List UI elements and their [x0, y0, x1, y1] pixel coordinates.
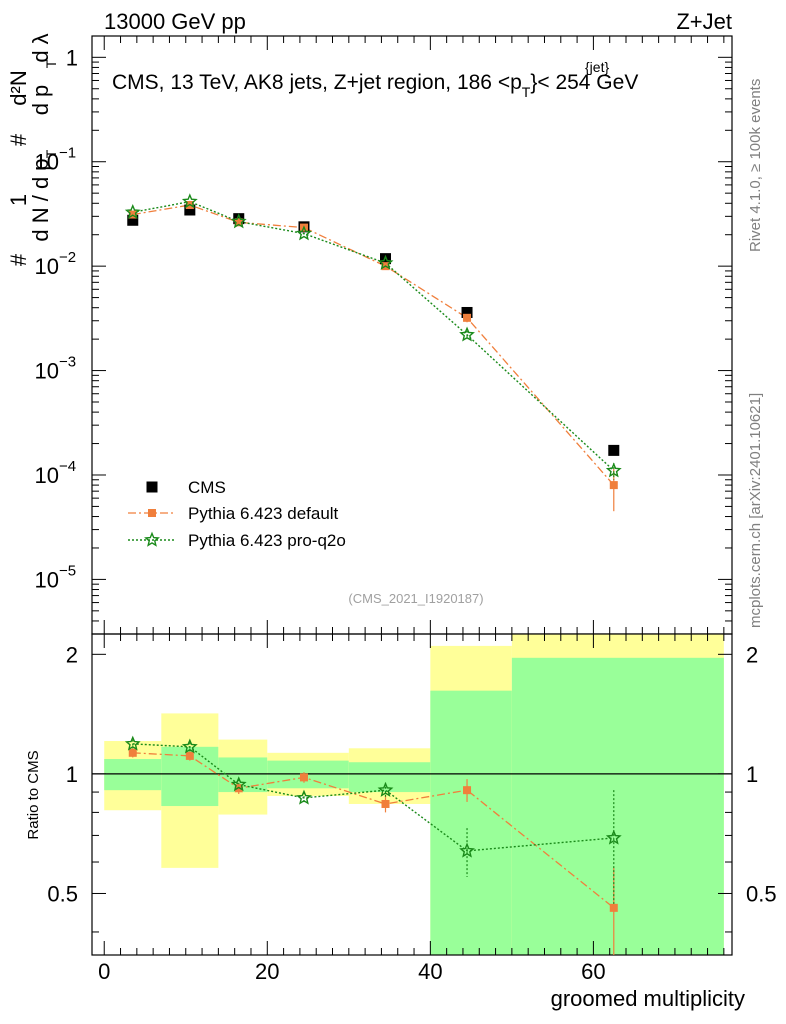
main-ytick-label-exp: −2: [59, 249, 76, 266]
series-line-default: [132, 204, 615, 486]
main-title: CMS, 13 TeV, AK8 jets, Z+jet region, 186…: [112, 59, 638, 100]
ratio-point-pro-q2o: [124, 735, 141, 751]
ratio-band-inner: [348, 762, 431, 793]
point-cms: [127, 214, 139, 226]
point-default: [609, 481, 618, 490]
main-ytick-label-base: 10: [35, 359, 59, 384]
ratio-ytick-label: 2: [66, 642, 78, 667]
point-cms: [184, 204, 196, 216]
point-pro-q2o: [181, 193, 198, 209]
ratio-band-inner: [104, 759, 162, 791]
main-ytick-label: 10 −1: [35, 145, 77, 175]
point-pro-q2o: [230, 213, 247, 229]
ratio-ytick-label-right: 1: [746, 762, 758, 787]
rivet-label: Rivet 4.1.0, ≥ 100k events: [747, 79, 764, 252]
point-cms: [380, 253, 392, 265]
mcplots-label: mcplots.cern.ch [arXiv:2401.10621]: [747, 393, 764, 628]
point-cms: [608, 444, 620, 456]
ratio-frame: [91, 633, 733, 956]
ratio-xtick-label: 20: [255, 959, 279, 984]
series-line-pro-q2o: [132, 200, 615, 472]
ratio-point-default: [185, 751, 194, 760]
point-pro-q2o: [459, 326, 475, 342]
main-title-sup: {jet}: [585, 59, 609, 75]
legend-label: CMS: [188, 478, 226, 497]
ratio-band-inner: [430, 690, 512, 955]
legend-label: Pythia 6.423 pro-q2o: [188, 531, 346, 550]
ratio-point-pro-q2o: [230, 776, 247, 792]
main-ytick-label: 1: [66, 45, 78, 70]
ratio-ytick-label-right: 2: [746, 642, 758, 667]
point-default: [234, 218, 243, 227]
ratio-ytick-label: 1: [66, 762, 78, 787]
legend-marker-cms: [146, 481, 158, 493]
ratio-xtick-label: 40: [418, 959, 442, 984]
header-right: Z+Jet: [676, 9, 732, 34]
ratio-band-inner: [511, 657, 724, 955]
legend-label: Pythia 6.423 default: [188, 504, 339, 523]
y-label-rhs-den: d p: [28, 85, 53, 116]
main-ytick-label-text: 1: [66, 45, 78, 70]
main-ytick-label: 10 −4: [35, 458, 77, 488]
x-axis-label: groomed multiplicity: [551, 986, 745, 1011]
point-pro-q2o: [296, 225, 312, 241]
ratio-point-default: [381, 799, 390, 808]
ratio-panel: 0 20 40 60 0.5 0.5 1 1 2 2: [47, 633, 777, 984]
ratio-ytick-label-right: 0.5: [746, 881, 777, 906]
main-title-sub: T: [522, 84, 531, 100]
y-label-rhs-den-tail: d λ: [28, 33, 53, 62]
main-title-end: }< 254 GeV: [530, 71, 638, 94]
point-pro-q2o: [377, 254, 394, 270]
main-ytick-label-exp: −1: [59, 145, 76, 162]
main-ytick-label-base: 10: [35, 254, 59, 279]
ratio-point-pro-q2o: [296, 789, 312, 805]
y-label-hash-2: #: [6, 133, 31, 146]
main-title-text: CMS, 13 TeV, AK8 jets, Z+jet region, 186…: [112, 71, 522, 94]
main-ytick-label: 10 −3: [35, 354, 77, 384]
point-cms: [461, 306, 473, 318]
point-pro-q2o: [605, 462, 622, 478]
legend: CMS Pythia 6.423 default Pythia 6.423 pro-…: [128, 478, 346, 550]
legend-marker-default: [148, 509, 156, 517]
ratio-xtick-label: 0: [98, 959, 110, 984]
main-ytick-label-base: 10: [35, 463, 59, 488]
main-ytick-label: 10 −2: [35, 249, 77, 279]
y-label-rhs-num: d²N: [6, 70, 31, 105]
main-ytick-label: 10 −5: [35, 562, 77, 592]
ratio-xtick-label: 60: [581, 959, 605, 984]
ratio-axis-label: Ratio to CMS: [25, 750, 42, 839]
main-panel: 110−110−210−310−410−5: [35, 35, 733, 635]
ratio-point-pro-q2o: [181, 738, 198, 754]
analysis-id: (CMS_2021_I1920187): [348, 591, 483, 606]
legend-marker-pro-q2o: [144, 531, 160, 547]
ratio-point-default: [609, 903, 618, 912]
header-left: 13000 GeV pp: [104, 9, 246, 34]
ratio-point-default: [299, 773, 308, 782]
ratio-ytick-label: 0.5: [47, 881, 78, 906]
main-ytick-label-exp: −5: [59, 562, 76, 579]
ratio-band-inner: [218, 757, 268, 793]
y-label-hash: #: [6, 253, 31, 266]
point-default: [463, 313, 472, 322]
main-ytick-label-exp: −3: [59, 354, 76, 371]
ratio-point-default: [463, 786, 472, 795]
main-ytick-label-base: 10: [35, 567, 59, 592]
svg-text:CMS, 13 TeV, AK8 jets, Z+jet r: CMS, 13 TeV, AK8 jets, Z+jet region, 186…: [112, 71, 638, 100]
y-axis-label: 1 # d N / d p d²N # d p d λ T T: [6, 33, 59, 266]
ratio-point-default: [128, 748, 137, 757]
ratio-point-pro-q2o: [459, 842, 475, 858]
main-ytick-label-exp: −4: [59, 458, 76, 475]
y-label-num: 1: [6, 194, 31, 206]
y-label-den: d N / d p: [28, 158, 53, 241]
y-label-sub-t: T: [43, 149, 59, 158]
ratio-point-pro-q2o: [605, 829, 622, 845]
point-pro-q2o: [124, 203, 141, 220]
main-ytick-label-base: 10: [35, 150, 59, 175]
y-label-sub-t-2: T: [43, 59, 59, 68]
ratio-point-pro-q2o: [377, 781, 394, 797]
